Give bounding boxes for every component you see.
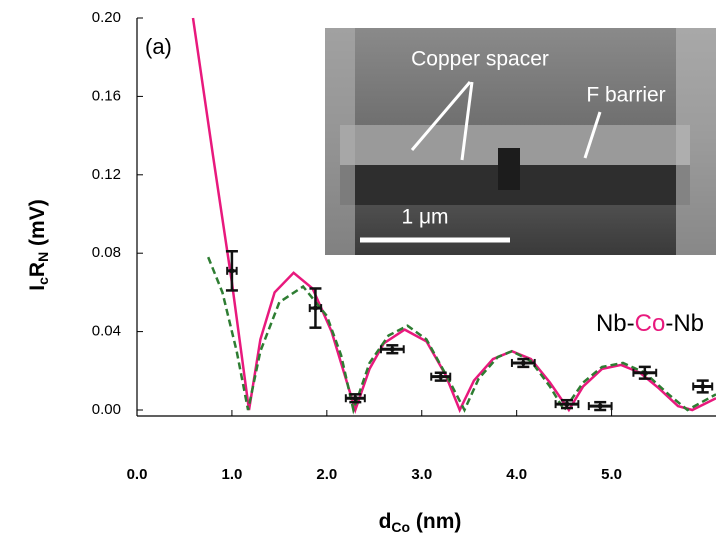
x-tick-label: 2.0 (316, 466, 337, 483)
y-tick-label: 0.00 (92, 401, 121, 418)
x-tick-label: 5.0 (601, 466, 622, 483)
annotation-part: -Nb (665, 310, 704, 337)
data-point (598, 404, 603, 409)
page: {"chart_data": { "type": "scatter", "pan… (0, 0, 716, 542)
inset-structure (325, 28, 355, 255)
inset-scale: 1 μm (401, 206, 448, 229)
data-point (390, 347, 395, 352)
data-point (521, 360, 526, 365)
inset-label: F barrier (586, 84, 665, 107)
inset-image: Copper spacer F barrier 1 μm (325, 28, 716, 255)
chart: Copper spacer F barrier 1 μm (a) Nb-Co-N… (0, 0, 716, 542)
data-point (564, 402, 569, 407)
inset-label: Copper spacer (411, 48, 549, 71)
data-point (229, 268, 234, 273)
x-label-part: Co (391, 519, 410, 535)
annotation-part: Co (635, 310, 666, 337)
x-label-part: (nm) (410, 510, 461, 533)
x-axis-label: dCo (nm) (379, 510, 462, 535)
x-tick-label: 3.0 (411, 466, 432, 483)
y-tick-label: 0.20 (92, 9, 121, 26)
data-point (438, 374, 443, 379)
y-label-part: N (35, 252, 51, 262)
x-label-part: d (379, 510, 392, 533)
inset-structure (676, 28, 716, 255)
y-label-part: R (26, 262, 49, 277)
x-tick-label: 4.0 (506, 466, 527, 483)
y-tick-label: 0.04 (92, 323, 121, 340)
x-tick-label: 0.0 (127, 466, 148, 483)
panel-label: (a) (145, 34, 172, 59)
data-point (642, 370, 647, 375)
inset-structure (498, 148, 520, 190)
y-tick-label: 0.12 (92, 166, 121, 183)
annotation-part: Nb- (596, 310, 635, 337)
y-label-part: (mV) (26, 199, 49, 252)
y-tick-label: 0.08 (92, 244, 121, 261)
x-tick-label: 1.0 (221, 466, 242, 483)
y-tick-label: 0.16 (92, 87, 121, 104)
data-point (313, 306, 318, 311)
annotation: Nb-Co-Nb (596, 310, 704, 337)
data-point (700, 384, 705, 389)
y-axis-label: IcRN (mV) (26, 199, 51, 290)
y-label-part: c (35, 277, 51, 285)
data-point (353, 396, 358, 401)
